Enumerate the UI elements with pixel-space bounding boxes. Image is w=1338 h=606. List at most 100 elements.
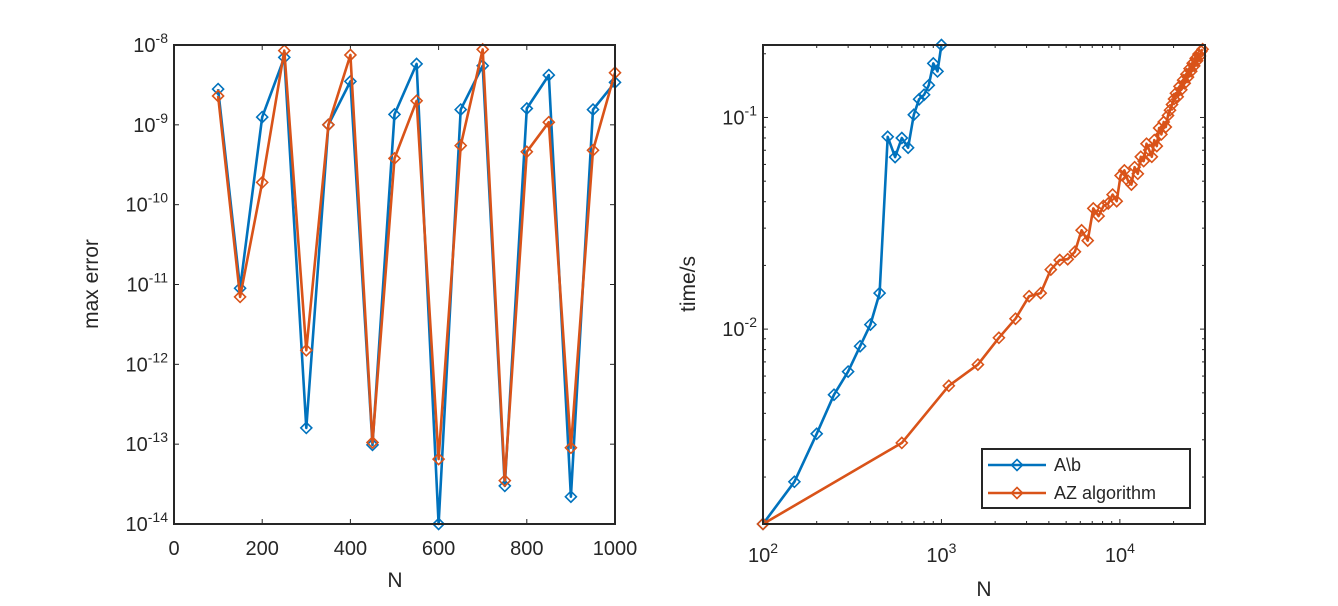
timing-series-az-algorithm-marker (971, 357, 985, 372)
timing-series-az-algorithm-marker (1061, 252, 1075, 266)
timing-series-group (756, 38, 1210, 531)
timing-series-az-algorithm-marker (1068, 245, 1082, 259)
timing-series-a-backslash-b-marker (863, 317, 878, 332)
error-series-a-backslash-b-marker (498, 479, 512, 493)
error-x-tick-label: 1000 (593, 538, 638, 560)
error-series-az-algorithm-marker (365, 435, 380, 450)
error-series-a-backslash-b-marker (520, 101, 534, 116)
timing-series-az-algorithm-marker (1008, 312, 1023, 326)
error-y-tick-label: 10-10 (126, 190, 169, 217)
error-series-az-algorithm-marker (476, 42, 490, 57)
timing-series-az-algorithm-marker (1147, 133, 1161, 147)
timing-series-az-algorithm-marker (756, 517, 770, 531)
error-chart-x-label: N (387, 569, 402, 592)
error-x-tick-label: 600 (422, 538, 455, 560)
timing-chart-x-label: N (976, 578, 991, 601)
timing-series-az-algorithm-marker (1134, 150, 1148, 164)
error-y-tick-label: 10-13 (126, 429, 169, 456)
error-series-az-algorithm-marker (211, 89, 225, 103)
timing-series-a-backslash-b-marker (881, 130, 895, 144)
timing-series-az-algorithm-marker (1184, 64, 1198, 78)
error-series-a-backslash-b-marker (211, 82, 225, 96)
timing-series-az-algorithm-marker (1187, 59, 1201, 73)
timing-y-tick-label: 10-2 (722, 314, 757, 341)
error-y-tick-label: 10-12 (126, 349, 169, 376)
error-x-tick-label: 200 (246, 538, 279, 560)
error-series-a-backslash-b-marker (299, 421, 313, 435)
error-series-az-algorithm-marker (277, 43, 291, 58)
timing-series-a-backslash-b-marker (934, 38, 949, 52)
timing-series-a-backslash-b-marker (827, 388, 841, 402)
timing-series-az-algorithm-marker (992, 331, 1006, 345)
error-x-tick-label: 800 (510, 538, 543, 560)
timing-chart-y-label: time/s (677, 256, 700, 312)
error-x-tick-label: 400 (334, 538, 367, 560)
error-series-az-algorithm-marker (564, 441, 578, 455)
timing-series-az-algorithm-marker (1190, 54, 1204, 68)
timing-series-a-backslash-b-marker (926, 56, 940, 71)
error-series-az-algorithm-marker (431, 452, 446, 466)
timing-series-az-algorithm-marker (1091, 209, 1106, 223)
timing-series-az-algorithm-marker (1110, 194, 1124, 208)
timing-series-a-backslash-b-marker (912, 92, 926, 106)
legend-entry-a-backslash-b-label: A\b (1054, 455, 1081, 475)
timing-x-tick-label: 104 (1105, 540, 1135, 567)
timing-axes-box (762, 44, 1206, 525)
error-series-az-algorithm-marker (255, 175, 269, 190)
timing-x-tick-label: 103 (926, 540, 956, 567)
error-series-a-backslash-b-marker (409, 57, 424, 71)
error-series-a-backslash-b-marker (564, 490, 578, 504)
error-x-tick-label: 0 (168, 538, 179, 560)
timing-series-az-algorithm-marker (895, 436, 909, 450)
timing-chart: N time/s 102 103 104 10-2 10-1 A\b AZ algorith… (677, 38, 1210, 601)
error-series-a-backslash-b-marker (343, 74, 358, 89)
error-y-tick-label: 10-9 (133, 110, 168, 137)
timing-series-a-backslash-b-marker (853, 339, 867, 353)
timing-series-az-algorithm-marker (1022, 289, 1036, 303)
error-series-az-algorithm-marker (586, 143, 600, 157)
timing-series-a-backslash-b-marker (907, 108, 921, 122)
timing-legend: A\b AZ algorithm (981, 448, 1191, 509)
error-series-az-algorithm-marker (498, 473, 512, 488)
timing-series-a-backslash-b-marker (888, 150, 902, 164)
error-series-az-algorithm-marker (233, 290, 247, 304)
error-series-a-backslash-b-marker (431, 517, 446, 531)
timing-series-a-backslash-b-marker (930, 64, 945, 79)
legend-entry-az-algorithm-label: AZ algorithm (1054, 483, 1156, 503)
timing-series-a-backslash-b-marker (787, 475, 802, 489)
timing-series-az-algorithm-marker (1127, 160, 1142, 174)
timing-series-az-algorithm-marker (1131, 167, 1145, 181)
timing-series-az-algorithm-marker (1124, 177, 1139, 192)
legend-entry-a-backslash-b-marker (1010, 458, 1024, 472)
error-series-az-algorithm-marker (299, 343, 313, 357)
error-series-az-algorithm-line (216, 48, 617, 482)
error-series-a-backslash-b-marker (542, 68, 556, 82)
legend-entry-az-algorithm-marker (1010, 486, 1024, 500)
timing-series-az-algorithm-marker (1081, 233, 1095, 248)
error-series-az-algorithm-marker (454, 138, 468, 153)
timing-plot-area (763, 45, 1205, 524)
error-series-az-algorithm-marker (542, 115, 556, 129)
error-series-a-backslash-b-marker (387, 107, 402, 122)
timing-series-az-algorithm-marker (1117, 163, 1132, 178)
timing-series-az-algorithm-marker (1044, 262, 1058, 277)
error-y-tick-label: 10-14 (126, 509, 169, 536)
error-series-az-algorithm-marker (343, 48, 358, 62)
error-series-group (211, 42, 622, 531)
error-chart-y-label: max error (80, 239, 103, 329)
timing-series-az-algorithm-marker (1034, 286, 1048, 300)
error-axes-box (173, 44, 616, 525)
error-series-a-backslash-b-marker (586, 102, 600, 117)
timing-x-tick-label: 102 (748, 540, 778, 567)
timing-series-a-backslash-b-marker (872, 286, 887, 300)
timing-series-a-backslash-b-marker (922, 78, 936, 92)
error-series-az-algorithm-marker (387, 151, 402, 166)
error-series-az-algorithm-marker (409, 94, 424, 108)
timing-series-az-algorithm-marker (1159, 120, 1173, 134)
error-series-a-backslash-b-marker (255, 110, 269, 124)
timing-series-az-algorithm-marker (1195, 42, 1210, 56)
timing-series-az-algorithm-marker (1096, 199, 1111, 213)
error-series-a-backslash-b-marker (365, 438, 380, 452)
error-y-tick-label: 10-11 (127, 270, 169, 297)
